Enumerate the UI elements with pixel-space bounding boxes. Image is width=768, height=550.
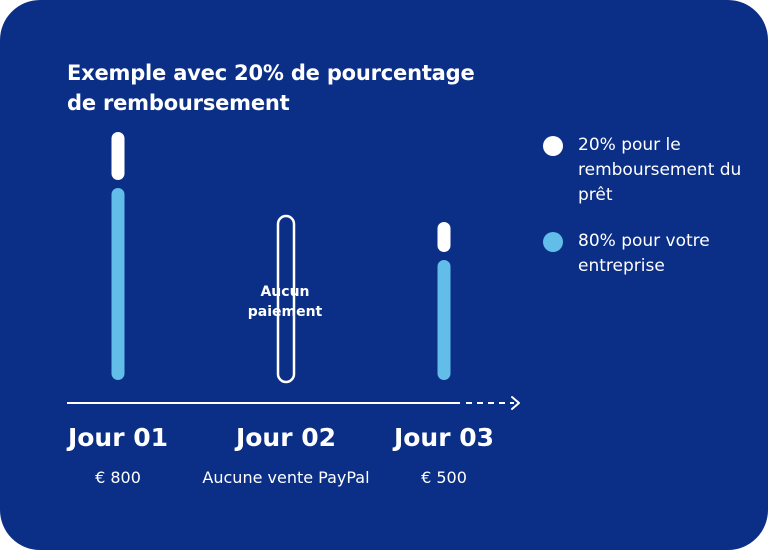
bar-business-share-3 <box>437 260 451 380</box>
bar-loan-repayment-1 <box>111 132 125 180</box>
legend: 20% pour le remboursement du prêt 80% po… <box>541 133 761 279</box>
category-label-jour-01: Jour 01 <box>67 423 169 452</box>
category-note-jour-03: € 500 <box>421 468 467 487</box>
category-note-jour-02: Aucune vente PayPal <box>202 468 370 487</box>
bar-loan-repayment-3 <box>437 222 451 252</box>
circle-icon <box>543 232 563 252</box>
bar-empty-outline-2 <box>276 214 296 384</box>
legend-item-business-share: 80% pour votre entreprise <box>541 229 761 279</box>
category-note-jour-01: € 800 <box>95 468 141 487</box>
chart-title: Exemple avec 20% de pourcentage de rembo… <box>67 61 475 115</box>
legend-label-business-share: 80% pour votre entreprise <box>578 231 710 276</box>
bar-business-share-1 <box>111 188 125 380</box>
legend-item-loan-repayment: 20% pour le remboursement du prêt <box>541 133 761 208</box>
category-label-jour-02: Jour 02 <box>235 423 337 452</box>
circle-icon <box>543 136 563 156</box>
category-label-jour-03: Jour 03 <box>393 423 495 452</box>
x-axis-arrow-icon <box>511 396 520 410</box>
legend-label-loan-repayment: 20% pour le remboursement du prêt <box>578 135 742 205</box>
